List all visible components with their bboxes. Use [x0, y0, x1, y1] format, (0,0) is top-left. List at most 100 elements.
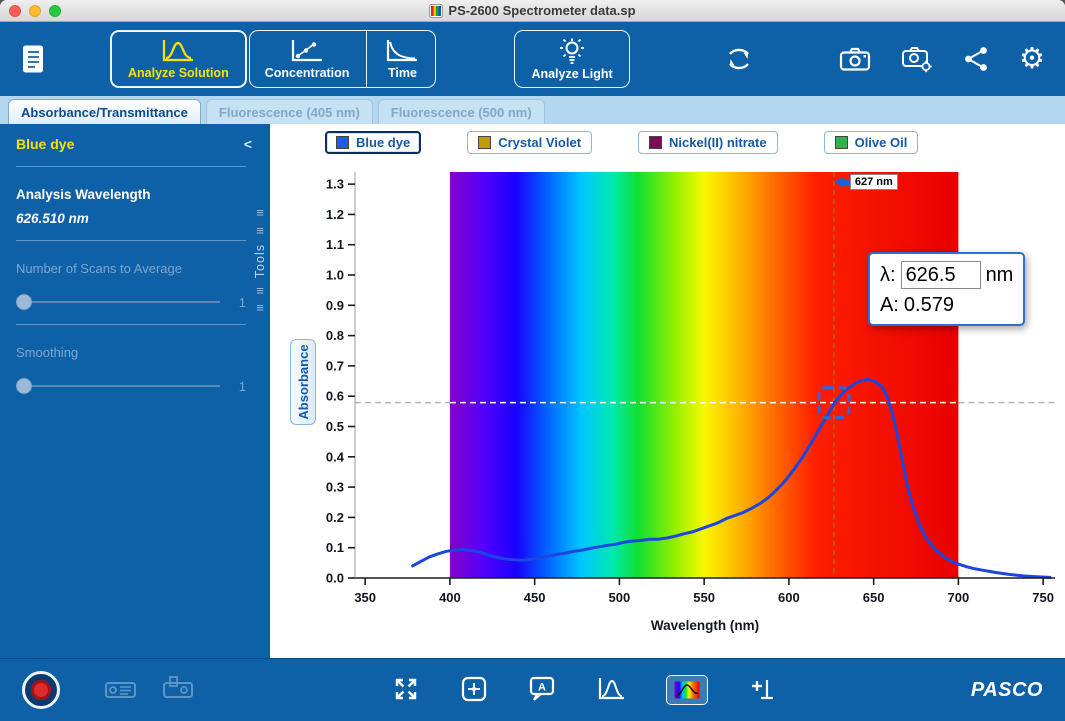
svg-text:0.8: 0.8: [326, 328, 344, 343]
chart-panel: Blue dye Crystal Violet Nickel(II) nitra…: [270, 124, 1065, 658]
analyze-light-button[interactable]: Analyze Light: [514, 30, 630, 88]
svg-text:450: 450: [524, 590, 546, 605]
scans-slider[interactable]: 1: [16, 294, 246, 310]
legend-swatch: [649, 135, 663, 149]
time-button[interactable]: Time: [369, 31, 435, 87]
main-toolbar: Analyze Solution Concentration: [0, 22, 1065, 96]
spectrometer-cuvette-button[interactable]: [162, 674, 196, 707]
legend-label: Nickel(II) nitrate: [669, 134, 767, 150]
close-window-button[interactable]: [9, 4, 21, 17]
record-icon: [31, 680, 51, 700]
scale-to-fit-button[interactable]: [392, 675, 420, 706]
spectrometer-device-button[interactable]: [104, 674, 138, 707]
device-buttons: [104, 674, 196, 707]
analysis-mode-group: Analyze Solution Concentration: [110, 30, 437, 88]
smoothing-slider[interactable]: 1: [16, 378, 246, 394]
absorbance-chart[interactable]: 0.0 0.1 0.2 0.3 0.4 0.5 0.6 0.7 0.8 0.9 1.0 1.1 1.2 1…: [270, 160, 1065, 658]
slider-knob[interactable]: [16, 378, 32, 394]
lambda-value-input[interactable]: [900, 261, 981, 289]
spectrometer-cuvette-icon: [163, 675, 193, 698]
x-axis-title: Wavelength (nm): [650, 618, 760, 633]
snapshot-settings-button[interactable]: [901, 46, 933, 73]
chart-canvas[interactable]: 0.0 0.1 0.2 0.3 0.4 0.5 0.6 0.7 0.8 0.9 1.0 1.1 1.2 1…: [270, 160, 1065, 658]
svg-text:1.1: 1.1: [326, 237, 344, 252]
drag-handle-icon: ≡: [256, 282, 264, 298]
window-title: PS-2600 Spectrometer data.sp: [0, 0, 1065, 21]
legend-item-nickel-nitrate[interactable]: Nickel(II) nitrate: [638, 130, 778, 154]
tab-label: Fluorescence (405 nm): [218, 104, 360, 120]
svg-text:0.1: 0.1: [326, 540, 344, 555]
annotation-tool-button[interactable]: A: [528, 675, 556, 705]
absorbance-prefix: A:: [880, 294, 899, 316]
concentration-button[interactable]: Concentration: [250, 31, 365, 87]
drag-handle-icon: ≡: [256, 222, 264, 238]
tab-fluorescence-405[interactable]: Fluorescence (405 nm): [205, 99, 373, 124]
tab-label: Absorbance/Transmittance: [21, 104, 188, 120]
svg-text:0.0: 0.0: [326, 571, 344, 586]
svg-text:0.9: 0.9: [326, 298, 344, 313]
tools-sidebar: Blue dye < Analysis Wavelength 626.510 n…: [0, 124, 270, 658]
tools-drawer-handle[interactable]: ≡ ≡ Tools ≡ ≡: [253, 206, 267, 316]
record-button[interactable]: [22, 671, 60, 709]
spectrum-display-button[interactable]: [666, 675, 709, 705]
drag-handle-icon: ≡: [256, 300, 264, 316]
svg-text:400: 400: [439, 590, 461, 605]
time-label: Time: [387, 66, 417, 80]
coordinates-tool-button[interactable]: [460, 675, 488, 706]
concentration-label: Concentration: [264, 66, 350, 80]
slider-track: [32, 301, 220, 303]
coordinates-readout[interactable]: λ: nm A: 0.579: [868, 252, 1026, 326]
legend-item-olive-oil[interactable]: Olive Oil: [823, 130, 919, 154]
legend-label: Blue dye: [356, 134, 411, 150]
svg-text:600: 600: [778, 590, 800, 605]
smoothing-label: Smoothing: [16, 345, 79, 360]
tab-label: Fluorescence (500 nm): [390, 104, 532, 120]
cursor-wavelength-label: 627 nm: [849, 174, 898, 190]
zoom-window-button[interactable]: [49, 4, 61, 17]
share-button[interactable]: [963, 46, 989, 72]
share-icon: [965, 47, 987, 71]
svg-text:550: 550: [693, 590, 715, 605]
tab-bar: Absorbance/Transmittance Fluorescence (4…: [0, 96, 1065, 124]
spectrometer-icon: [105, 681, 136, 698]
legend-swatch: [336, 135, 349, 149]
journal-button[interactable]: [20, 44, 46, 74]
tab-fluorescence-500[interactable]: Fluorescence (500 nm): [377, 99, 545, 124]
svg-text:A: A: [538, 682, 546, 694]
analyze-solution-button[interactable]: Analyze Solution: [110, 30, 247, 88]
legend-item-blue-dye[interactable]: Blue dye: [325, 130, 422, 154]
lambda-unit: nm: [985, 263, 1014, 286]
add-plot-button[interactable]: [748, 676, 774, 705]
curve-fit-tool-button[interactable]: [596, 675, 626, 705]
minimize-window-button[interactable]: [29, 4, 41, 17]
settings-button[interactable]: ⚙: [1019, 44, 1045, 74]
slider-knob[interactable]: [16, 294, 32, 310]
graph-tools: A: [392, 675, 774, 706]
toolbar-right-icons: ⚙: [839, 44, 1045, 74]
legend-item-crystal-violet[interactable]: Crystal Violet: [467, 130, 593, 154]
analyze-light-label: Analyze Light: [531, 66, 613, 81]
sync-button[interactable]: [722, 44, 756, 74]
wavelength-cursor-flag[interactable]: 627 nm: [833, 174, 898, 190]
legend-label: Crystal Violet: [498, 134, 582, 150]
analysis-wavelength-label: Analysis Wavelength: [16, 187, 151, 202]
svg-text:350: 350: [354, 590, 376, 605]
time-icon: [387, 40, 418, 62]
lambda-prefix: λ:: [880, 263, 896, 286]
analysis-wavelength-value: 626.510 nm: [16, 211, 89, 226]
dataset-title: Blue dye: [16, 136, 75, 152]
y-axis-title[interactable]: Absorbance: [290, 339, 316, 425]
coordinates-tool-icon: [462, 676, 487, 701]
svg-text:0.7: 0.7: [326, 358, 344, 373]
svg-text:750: 750: [1032, 590, 1054, 605]
svg-text:0.6: 0.6: [326, 389, 344, 404]
journal-icon: [23, 45, 43, 73]
collapse-panel-icon[interactable]: <: [243, 136, 252, 152]
svg-text:500: 500: [609, 590, 631, 605]
bottom-toolbar: A: [0, 658, 1065, 721]
spectrum-display-icon: [674, 681, 700, 699]
add-plot-icon: [752, 679, 774, 699]
tab-absorbance-transmittance[interactable]: Absorbance/Transmittance: [8, 99, 201, 124]
screenshot-button[interactable]: [839, 47, 871, 72]
